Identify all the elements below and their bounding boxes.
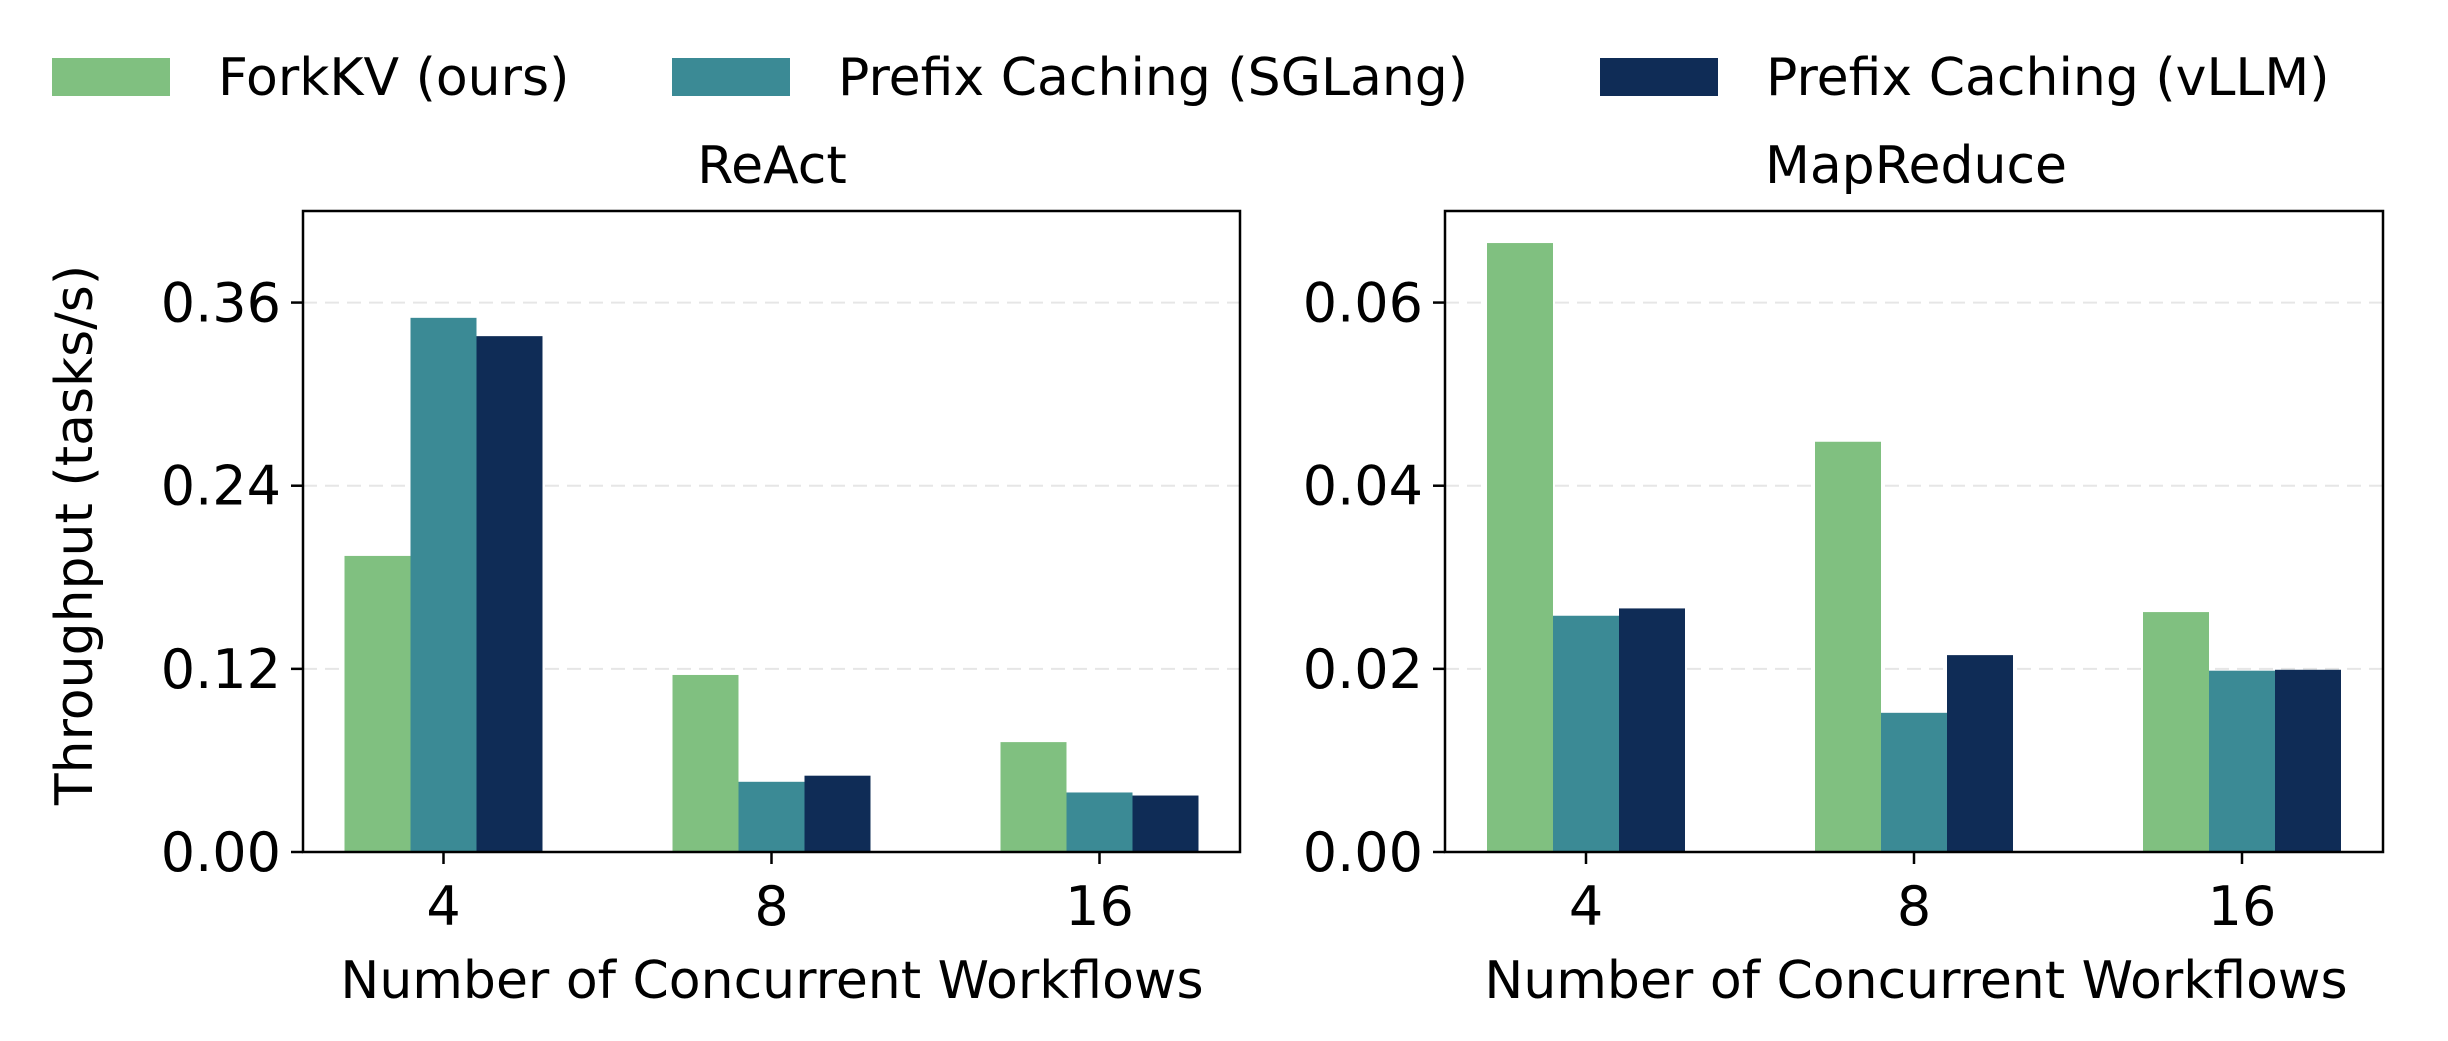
mapreduce-panel: MapReduce Number of Concurrent Workflows… [1303, 136, 2385, 1011]
mapreduce-bar-s0-c0 [1487, 243, 1553, 853]
mapreduce-bar-s2-c0 [1619, 608, 1685, 852]
react-bar-s0-c0 [344, 555, 411, 852]
mapreduce-bar-s1-c2 [2209, 670, 2275, 852]
mapreduce-y-ticks: 0.00 0.02 0.04 0.06 [1303, 272, 1445, 884]
react-y-ticks: 0.00 0.12 0.24 0.36 [161, 272, 303, 884]
react-bars [344, 317, 1199, 853]
react-panel: ReAct Throughput (tasks/s) Number of Con… [45, 136, 1242, 1011]
react-title: ReAct [697, 136, 846, 196]
react-y-tick-label: 0.24 [161, 455, 281, 518]
legend-swatch-forkkv [52, 58, 170, 96]
react-x-ticks: 4 8 16 [426, 852, 1134, 938]
mapreduce-bar-s1-c0 [1553, 615, 1619, 852]
legend: ForkKV (ours) Prefix Caching (SGLang) Pr… [52, 48, 2330, 108]
legend-label-sglang: Prefix Caching (SGLang) [838, 48, 1468, 108]
react-bar-s1-c1 [738, 781, 805, 852]
mapreduce-title: MapReduce [1765, 136, 2067, 196]
react-bar-s2-c1 [804, 775, 871, 852]
legend-label-vllm: Prefix Caching (vLLM) [1766, 48, 2330, 108]
react-bar-s1-c0 [410, 317, 477, 852]
react-y-axis-label: Throughput (tasks/s) [45, 265, 105, 806]
react-bar-s0-c1 [672, 674, 739, 852]
mapreduce-y-tick-label: 0.00 [1303, 821, 1423, 884]
react-bar-s0-c2 [1000, 742, 1067, 852]
legend-label-forkkv: ForkKV (ours) [218, 48, 569, 108]
react-y-tick-label: 0.36 [161, 272, 281, 335]
mapreduce-x-ticks: 4 8 16 [1569, 852, 2277, 938]
react-x-tick-label: 16 [1065, 875, 1134, 938]
react-y-tick-label: 0.00 [161, 821, 281, 884]
legend-swatch-vllm [1600, 58, 1718, 96]
react-bar-s2-c2 [1132, 795, 1199, 852]
mapreduce-x-axis-label: Number of Concurrent Workflows [1484, 951, 2347, 1011]
mapreduce-bar-s0-c2 [2143, 612, 2209, 852]
mapreduce-y-tick-label: 0.06 [1303, 272, 1423, 335]
mapreduce-bar-s2-c2 [2275, 669, 2341, 852]
mapreduce-y-tick-label: 0.02 [1303, 638, 1423, 701]
mapreduce-x-tick-label: 8 [1897, 875, 1931, 938]
mapreduce-bar-s0-c1 [1815, 441, 1881, 852]
react-y-tick-label: 0.12 [161, 638, 281, 701]
mapreduce-y-tick-label: 0.04 [1303, 455, 1423, 518]
legend-swatch-sglang [672, 58, 790, 96]
react-bar-s1-c2 [1066, 792, 1133, 852]
mapreduce-bar-s1-c1 [1881, 712, 1947, 852]
mapreduce-bar-s2-c1 [1947, 655, 2013, 852]
mapreduce-gridlines [1445, 301, 2383, 670]
react-x-axis-label: Number of Concurrent Workflows [340, 951, 1203, 1011]
react-bar-s2-c0 [476, 336, 543, 853]
mapreduce-x-tick-label: 4 [1569, 875, 1603, 938]
mapreduce-x-tick-label: 16 [2208, 875, 2277, 938]
react-x-tick-label: 4 [426, 875, 460, 938]
mapreduce-bars [1487, 243, 2341, 853]
react-x-tick-label: 8 [754, 875, 788, 938]
